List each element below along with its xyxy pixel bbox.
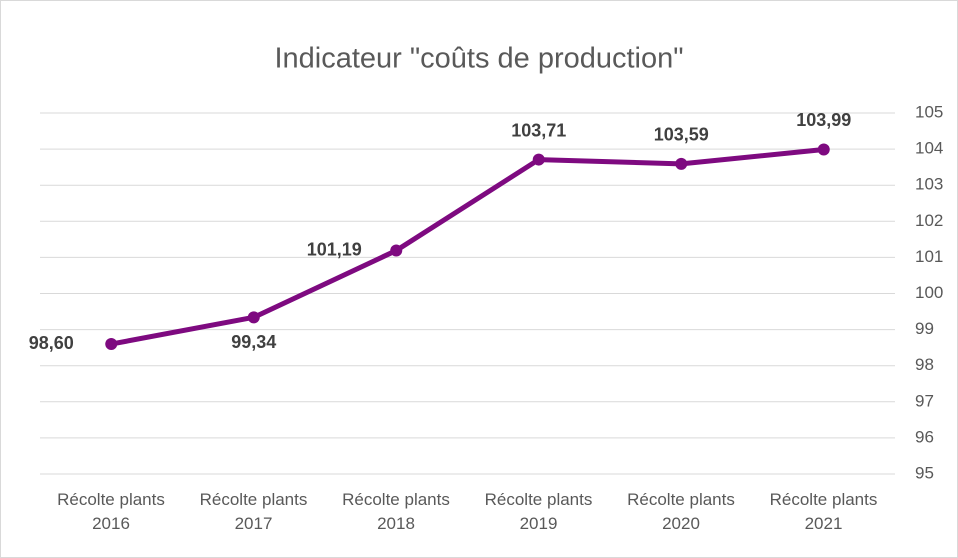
x-tick-label: Récolte plants 2018 (342, 490, 450, 533)
y-tick-label: 103 (915, 175, 943, 194)
x-tick-label: Récolte plants 2019 (484, 490, 593, 533)
x-tick-label: Récolte plants 2021 (769, 490, 878, 533)
y-tick-label: 101 (915, 247, 943, 266)
marker (390, 244, 403, 257)
y-tick-label: 97 (915, 391, 934, 410)
y-tick-label: 96 (915, 427, 934, 446)
marker (247, 311, 260, 324)
y-tick-label: 98 (915, 355, 934, 374)
data-label: 99,34 (231, 332, 276, 352)
data-label: 101,19 (307, 239, 362, 259)
data-label: 103,71 (511, 120, 566, 140)
y-tick-label: 102 (915, 211, 943, 230)
x-tick-label: Récolte plants 2016 (57, 490, 165, 533)
chart-title: Indicateur "coûts de production" (274, 43, 683, 75)
marker (817, 143, 830, 156)
y-tick-label: 95 (915, 463, 934, 482)
data-label: 103,59 (654, 125, 709, 145)
y-tick-label: 99 (915, 319, 934, 338)
line (110, 146, 825, 347)
y-tick-label: 105 (915, 102, 943, 121)
data-label: 98,60 (29, 333, 74, 353)
x-tick-label: Récolte plants 2020 (627, 490, 735, 533)
marker (675, 157, 688, 170)
y-tick-label: 100 (915, 283, 943, 302)
marker (532, 153, 545, 166)
x-tick-label: Récolte plants 2017 (199, 490, 308, 533)
y-tick-label: 104 (915, 139, 943, 158)
data-label: 103,99 (796, 110, 851, 130)
marker (105, 338, 118, 351)
